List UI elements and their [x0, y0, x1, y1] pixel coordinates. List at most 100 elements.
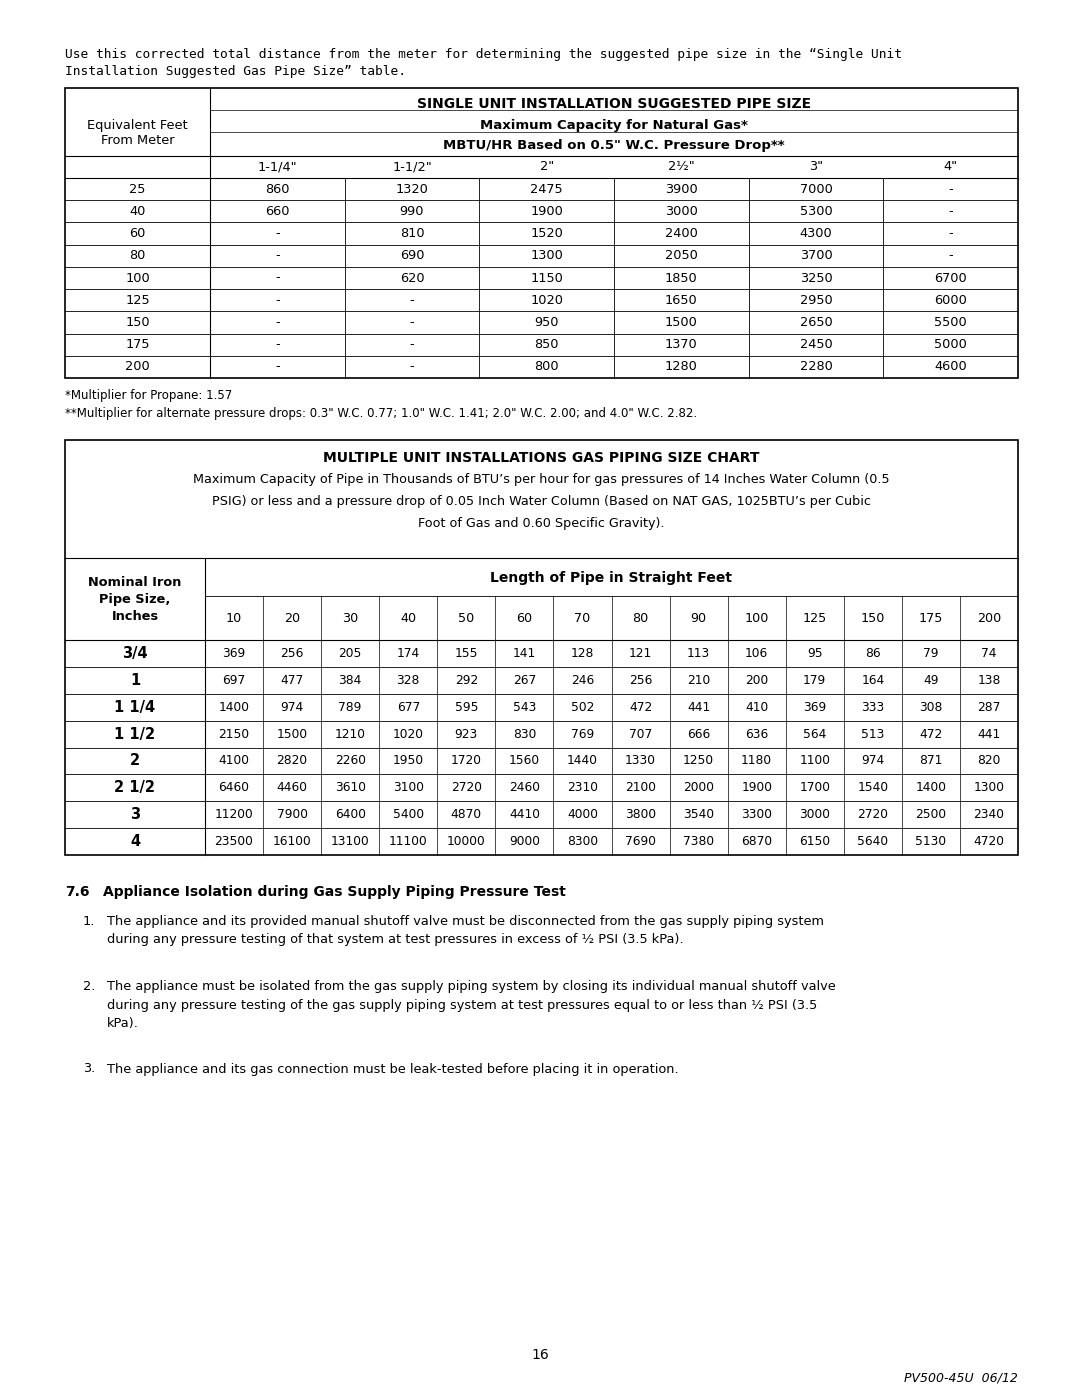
Text: 2": 2" [540, 161, 554, 173]
Text: Nominal Iron
Pipe Size,
Inches: Nominal Iron Pipe Size, Inches [89, 576, 181, 623]
Text: 95: 95 [807, 647, 823, 659]
Text: 923: 923 [455, 728, 478, 740]
Text: 472: 472 [919, 728, 943, 740]
Text: 10000: 10000 [447, 835, 486, 848]
Text: 164: 164 [861, 673, 885, 687]
Text: -: - [275, 271, 280, 285]
Text: 100: 100 [125, 271, 150, 285]
Text: 636: 636 [745, 728, 768, 740]
Text: 5000: 5000 [934, 338, 967, 351]
Text: 1850: 1850 [665, 271, 698, 285]
Text: 6700: 6700 [934, 271, 967, 285]
Text: 974: 974 [281, 701, 303, 714]
Text: 3700: 3700 [799, 249, 833, 263]
Text: 441: 441 [687, 701, 711, 714]
Text: -: - [275, 249, 280, 263]
Text: 3540: 3540 [683, 809, 714, 821]
Text: 4600: 4600 [934, 360, 967, 373]
Text: 50: 50 [458, 612, 474, 624]
Text: 4870: 4870 [450, 809, 482, 821]
Text: 472: 472 [629, 701, 652, 714]
Text: 990: 990 [400, 205, 424, 218]
Text: 2100: 2100 [625, 781, 656, 795]
Text: 60: 60 [130, 228, 146, 240]
Text: 155: 155 [455, 647, 478, 659]
Text: 1300: 1300 [973, 781, 1004, 795]
Text: 1-1/2": 1-1/2" [392, 161, 432, 173]
Text: 820: 820 [977, 754, 1001, 767]
Text: Appliance Isolation during Gas Supply Piping Pressure Test: Appliance Isolation during Gas Supply Pi… [103, 886, 566, 900]
Text: 328: 328 [396, 673, 420, 687]
Text: 6460: 6460 [218, 781, 249, 795]
Text: 5500: 5500 [934, 316, 967, 328]
Text: 2000: 2000 [684, 781, 714, 795]
Text: 4460: 4460 [276, 781, 308, 795]
Text: -: - [948, 249, 953, 263]
Text: 2460: 2460 [509, 781, 540, 795]
Text: Maximum Capacity for Natural Gas*: Maximum Capacity for Natural Gas* [481, 119, 748, 131]
Text: 2500: 2500 [916, 809, 946, 821]
Text: 2310: 2310 [567, 781, 598, 795]
Text: 6150: 6150 [799, 835, 831, 848]
Text: 2260: 2260 [335, 754, 366, 767]
Text: Equivalent Feet
From Meter: Equivalent Feet From Meter [87, 119, 188, 147]
Text: 100: 100 [744, 612, 769, 624]
Text: 80: 80 [633, 612, 649, 624]
Text: 1020: 1020 [530, 293, 563, 307]
Text: 3610: 3610 [335, 781, 366, 795]
Text: 1020: 1020 [393, 728, 423, 740]
Text: MULTIPLE UNIT INSTALLATIONS GAS PIPING SIZE CHART: MULTIPLE UNIT INSTALLATIONS GAS PIPING S… [323, 451, 759, 465]
Text: 4300: 4300 [799, 228, 833, 240]
Text: 4": 4" [944, 161, 958, 173]
Text: 150: 150 [125, 316, 150, 328]
Text: 1 1/4: 1 1/4 [114, 700, 156, 715]
Text: -: - [409, 293, 415, 307]
Bar [65, 440, 1018, 855]
Text: 200: 200 [976, 612, 1001, 624]
Text: 205: 205 [338, 647, 362, 659]
Text: 138: 138 [977, 673, 1001, 687]
Text: PSIG) or less and a pressure drop of 0.05 Inch Water Column (Based on NAT GAS, 1: PSIG) or less and a pressure drop of 0.0… [212, 496, 870, 509]
Text: 1320: 1320 [395, 183, 429, 196]
Text: 2050: 2050 [665, 249, 698, 263]
Text: MBTU/HR Based on 0.5" W.C. Pressure Drop**: MBTU/HR Based on 0.5" W.C. Pressure Drop… [443, 138, 785, 151]
Text: 1440: 1440 [567, 754, 598, 767]
Text: 2340: 2340 [973, 809, 1004, 821]
Text: 121: 121 [629, 647, 652, 659]
Text: 86: 86 [865, 647, 880, 659]
Text: 3100: 3100 [393, 781, 423, 795]
Text: 16: 16 [531, 1348, 549, 1362]
Text: 1100: 1100 [799, 754, 831, 767]
Text: 2820: 2820 [276, 754, 308, 767]
Text: 1300: 1300 [530, 249, 563, 263]
Text: 179: 179 [804, 673, 826, 687]
Text: 5130: 5130 [916, 835, 946, 848]
Text: Use this corrected total distance from the meter for determining the suggested p: Use this corrected total distance from t… [65, 47, 902, 61]
Text: 769: 769 [571, 728, 594, 740]
Text: 1400: 1400 [218, 701, 249, 714]
Text: 369: 369 [222, 647, 245, 659]
Text: The appliance and its gas connection must be leak-tested before placing it in op: The appliance and its gas connection mus… [107, 1063, 678, 1076]
Text: 1700: 1700 [799, 781, 831, 795]
Text: 789: 789 [338, 701, 362, 714]
Text: Length of Pipe in Straight Feet: Length of Pipe in Straight Feet [490, 571, 732, 585]
Text: 3: 3 [130, 807, 140, 823]
Text: -: - [275, 360, 280, 373]
Text: 246: 246 [571, 673, 594, 687]
Text: 3": 3" [809, 161, 823, 173]
Text: 210: 210 [687, 673, 711, 687]
Text: 5640: 5640 [858, 835, 889, 848]
Text: Maximum Capacity of Pipe in Thousands of BTU’s per hour for gas pressures of 14 : Maximum Capacity of Pipe in Thousands of… [193, 474, 890, 486]
Text: 1-1/4": 1-1/4" [257, 161, 297, 173]
Text: 106: 106 [745, 647, 768, 659]
Text: 3300: 3300 [741, 809, 772, 821]
Text: 60: 60 [516, 612, 532, 624]
Text: -: - [948, 183, 953, 196]
Text: -: - [948, 205, 953, 218]
Text: 1900: 1900 [741, 781, 772, 795]
Text: **Multiplier for alternate pressure drops: 0.3" W.C. 0.77; 1.0" W.C. 1.41; 2.0" : **Multiplier for alternate pressure drop… [65, 407, 697, 419]
Text: 2: 2 [130, 753, 140, 768]
Text: 620: 620 [400, 271, 424, 285]
Text: 30: 30 [342, 612, 359, 624]
Text: 1900: 1900 [530, 205, 563, 218]
